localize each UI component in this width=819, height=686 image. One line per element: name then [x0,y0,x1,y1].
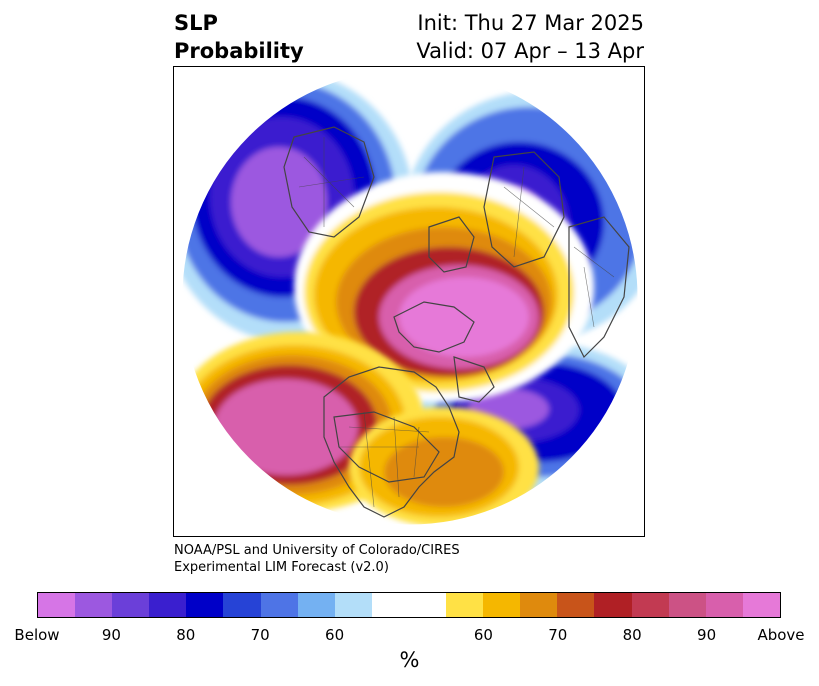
colorbar-swatch [75,593,113,617]
colorbar [37,592,781,618]
map-horizon [181,68,639,526]
valid-date-label: Valid: 07 Apr – 13 Apr [416,39,644,63]
above-normal-region-southeast [349,407,539,525]
colorbar-tick-label: 60 [473,626,493,644]
colorbar-swatch [668,593,706,617]
polar-map-svg [181,68,639,526]
colorbar-swatch [557,593,595,617]
colorbar-swatch [223,593,261,617]
colorbar-swatch [520,593,558,617]
colorbar-tick-label: 90 [101,626,121,644]
probability-field [182,69,638,525]
colorbar-tick-label: Below [14,626,60,644]
colorbar-swatch [371,593,409,617]
colorbar-swatch [334,593,372,617]
map-title-left: SLP Probability [174,9,304,65]
colorbar-swatch [705,593,743,617]
colorbar-swatch [38,593,76,617]
colorbar-ticks: Below 90 80 70 60 60 70 80 90 Above [0,626,819,646]
colorbar-swatch [742,593,780,617]
colorbar-tick-label: 80 [622,626,642,644]
variable-title: SLP [174,11,218,35]
colorbar-swatch [186,593,224,617]
colorbar-swatch [260,593,298,617]
colorbar-swatch [149,593,187,617]
colorbar-tick-label: 90 [697,626,717,644]
map-title-right: Init: Thu 27 Mar 2025 Valid: 07 Apr – 13… [416,9,644,65]
colorbar-swatch [297,593,335,617]
colorbar-swatch [408,593,447,617]
credit-line-1: NOAA/PSL and University of Colorado/CIRE… [174,543,460,558]
coastlines [283,126,630,518]
data-credit: NOAA/PSL and University of Colorado/CIRE… [174,542,460,576]
above-normal-region-arctic [294,172,594,402]
colorbar-tick-label: 60 [325,626,345,644]
colorbar-tick-label: 70 [250,626,270,644]
colorbar-swatch [594,593,632,617]
variable-subtitle: Probability [174,39,304,63]
colorbar-swatch [112,593,150,617]
colorbar-swatch [631,593,669,617]
colorbar-tick-label: 80 [176,626,196,644]
init-date-label: Init: Thu 27 Mar 2025 [417,11,644,35]
colorbar-unit-label: % [399,648,420,672]
colorbar-swatch [446,593,484,617]
colorbar-tick-label: Above [757,626,805,644]
borders [298,137,615,508]
forecast-map [173,66,645,537]
colorbar-swatch [483,593,521,617]
colorbar-tick-label: 70 [548,626,568,644]
credit-line-2: Experimental LIM Forecast (v2.0) [174,560,389,575]
